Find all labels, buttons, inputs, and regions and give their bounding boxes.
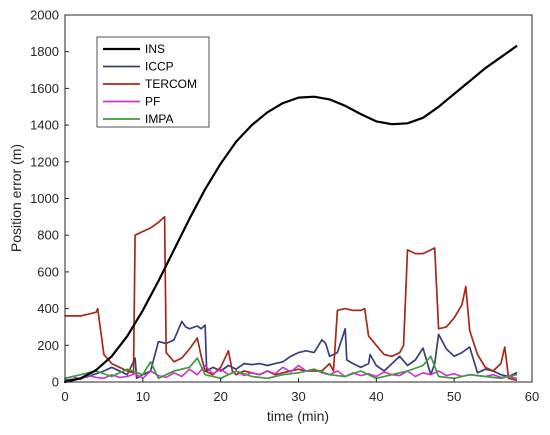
y-tick-label: 200: [37, 338, 59, 353]
x-tick-label: 10: [136, 389, 150, 404]
series-layer: [63, 45, 518, 384]
y-tick-label: 1800: [30, 44, 59, 59]
legend-label: TERCOM: [145, 77, 197, 91]
x-tick-label: 60: [525, 389, 539, 404]
legend-label: IMPA: [145, 112, 173, 126]
y-tick-label: 2000: [30, 8, 59, 23]
legend-box: [96, 36, 210, 128]
legend: INS ICCP TERCOM PF IMPA: [96, 36, 210, 128]
y-tick-label: 1600: [30, 81, 59, 96]
legend-label: ICCP: [145, 60, 174, 74]
series-line-tercom: [64, 215, 518, 382]
y-tick-label: 600: [37, 264, 59, 279]
series-line-ins: [63, 45, 518, 384]
x-tick-label: 20: [213, 389, 227, 404]
series-line-impa: [64, 355, 518, 380]
y-tick-label: 1000: [30, 191, 59, 206]
y-axis-ticks: 0 200 400 600 800 1000 1200 1400 1600 1800 2000: [30, 8, 69, 390]
x-tick-label: 30: [291, 389, 305, 404]
x-tick-label: 40: [369, 389, 383, 404]
x-tick-label: 0: [61, 389, 68, 404]
y-tick-label: 400: [37, 301, 59, 316]
y-tick-label: 1400: [30, 118, 59, 133]
y-tick-label: 1200: [30, 154, 59, 169]
x-tick-label: 50: [447, 389, 461, 404]
x-axis-label: time (min): [267, 408, 329, 424]
legend-label: INS: [145, 42, 165, 56]
y-tick-label: 0: [52, 375, 59, 390]
x-axis-ticks: 0 10 20 30 40 50 60: [61, 378, 539, 404]
y-axis-label: Position error (m): [8, 144, 24, 252]
y-tick-label: 800: [37, 228, 59, 243]
series-line-pf: [64, 364, 518, 381]
legend-label: PF: [145, 95, 160, 109]
legend-items: INS ICCP TERCOM PF IMPA: [103, 42, 197, 126]
